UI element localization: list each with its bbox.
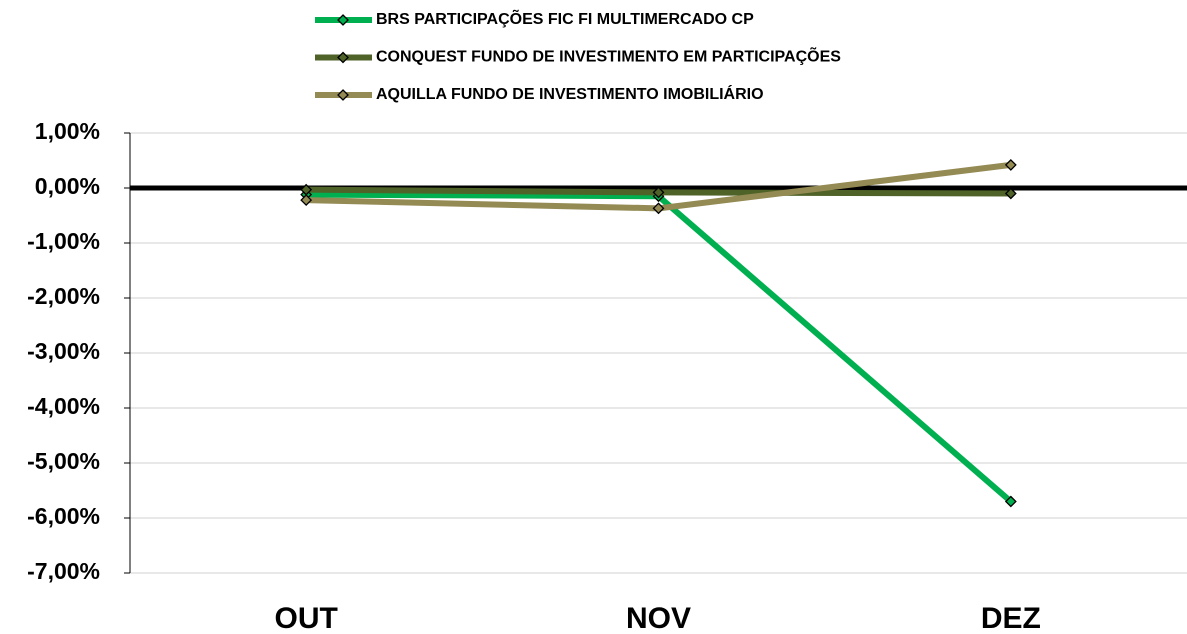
y-tick-label: -7,00% bbox=[27, 558, 100, 584]
y-tick-label: -6,00% bbox=[27, 503, 100, 529]
data-point bbox=[300, 194, 313, 207]
legend-marker bbox=[337, 51, 349, 64]
y-tick-label: 1,00% bbox=[35, 118, 100, 144]
legend-label: BRS PARTICIPAÇÕES FIC FI MULTIMERCADO CP bbox=[376, 8, 754, 28]
legend-marker bbox=[337, 14, 349, 26]
legend-marker bbox=[337, 89, 349, 101]
y-tick-label: -3,00% bbox=[27, 338, 100, 364]
data-point bbox=[1004, 495, 1017, 508]
y-tick-label: -1,00% bbox=[27, 228, 100, 254]
data-point bbox=[652, 186, 665, 199]
data-point bbox=[652, 202, 665, 215]
data-point bbox=[1004, 187, 1017, 200]
x-tick-label: NOV bbox=[626, 602, 691, 634]
legend-label: AQUILLA FUNDO DE INVESTIMENTO IMOBILIÁRI… bbox=[376, 84, 764, 103]
series-line bbox=[306, 191, 1013, 504]
y-tick-label: -2,00% bbox=[27, 283, 100, 309]
x-tick-label: DEZ bbox=[981, 602, 1041, 634]
y-tick-label: -5,00% bbox=[27, 448, 100, 474]
y-tick-label: -4,00% bbox=[27, 393, 100, 419]
y-tick-label: 0,00% bbox=[35, 173, 100, 199]
data-point bbox=[1004, 158, 1017, 171]
legend-label: CONQUEST FUNDO DE INVESTIMENTO EM PARTIC… bbox=[376, 46, 841, 66]
x-tick-label: OUT bbox=[275, 602, 338, 634]
